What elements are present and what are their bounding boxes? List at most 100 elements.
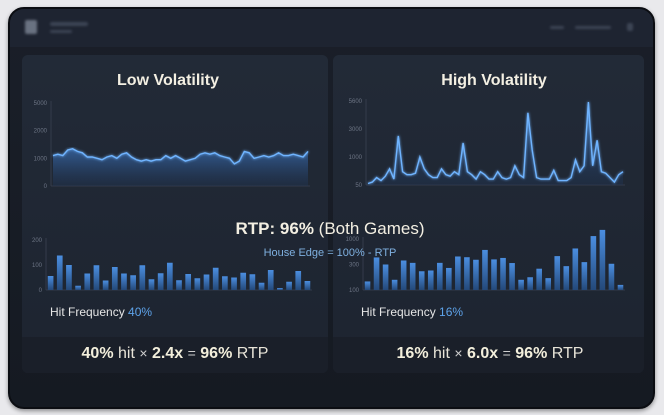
bar: [527, 277, 533, 290]
bar: [581, 262, 588, 290]
y-tick-label: 1000: [349, 155, 363, 161]
bar: [418, 271, 425, 290]
y-tick-label: 0: [44, 184, 48, 190]
bar: [304, 281, 311, 290]
y-tick-label: 1000: [346, 237, 360, 243]
bar: [231, 277, 237, 290]
y-tick-label: 3000: [349, 127, 363, 133]
formula-strip: [333, 337, 644, 373]
bar: [608, 263, 615, 290]
bar: [185, 274, 192, 290]
formula-times: ×: [139, 345, 148, 361]
bar: [545, 278, 552, 290]
bar: [554, 256, 561, 290]
high-volatility-panel: [333, 55, 644, 373]
bar: [130, 275, 136, 290]
y-tick-label: 0: [39, 288, 43, 294]
formula-hit: 40%: [81, 345, 114, 362]
y-tick-label: 300: [349, 263, 360, 269]
bar: [518, 279, 524, 290]
high-volatility-title: High Volatility: [441, 72, 547, 89]
formula-rtp-word: RTP: [236, 345, 269, 362]
app-title-placeholder: [50, 22, 88, 26]
low-volatility-title: Low Volatility: [117, 72, 219, 89]
bar: [509, 263, 515, 290]
bar: [473, 259, 479, 290]
hit-frequency-label: Hit Frequency: [50, 305, 125, 319]
formula-multiplier: 6.0: [467, 345, 490, 362]
formula-rtp: 96%: [200, 345, 233, 362]
formula-rtp-word: RTP: [551, 345, 584, 362]
bar: [47, 276, 54, 290]
bar: [66, 265, 72, 290]
bar: [176, 280, 182, 290]
formula-rtp: 96%: [515, 345, 548, 362]
y-tick-label: 100: [349, 288, 360, 294]
bar: [212, 267, 219, 290]
bar: [102, 280, 109, 290]
low-rtp-formula: 40% hit × 2.4x = 96% RTP: [82, 345, 269, 363]
bar: [295, 271, 302, 290]
low-hit-frequency: Hit Frequency 40%: [50, 305, 152, 319]
bar: [286, 281, 292, 290]
bar: [464, 257, 470, 290]
bar: [590, 236, 597, 290]
formula-multiplier: 2.4: [152, 345, 175, 362]
bar: [427, 270, 434, 290]
bar: [157, 273, 164, 290]
area-fill: [53, 148, 308, 186]
rtp-value: 96%: [279, 219, 314, 238]
bar: [364, 281, 371, 290]
nav-link-placeholder-2[interactable]: [575, 26, 611, 29]
formula-equals: =: [502, 345, 511, 361]
formula-x: x: [174, 345, 184, 362]
formula-equals: =: [187, 345, 196, 361]
nav-link-placeholder[interactable]: [550, 26, 564, 29]
bar: [121, 273, 127, 290]
area-fill: [368, 102, 623, 185]
rtp-note: (Both Games): [318, 219, 425, 238]
bar: [382, 264, 389, 290]
bar: [267, 270, 274, 290]
close-icon[interactable]: [627, 23, 633, 31]
bar: [93, 265, 100, 290]
bar: [203, 274, 210, 290]
y-tick-label: 200: [32, 238, 43, 244]
rtp-headline: RTP: 96% (Both Games): [236, 219, 425, 239]
bar: [222, 276, 228, 290]
low-volatility-panel: [22, 55, 328, 373]
rtp-label: RTP:: [235, 219, 276, 238]
bar: [258, 282, 265, 290]
bar: [572, 248, 579, 290]
formula-strip: [22, 337, 328, 373]
bar: [536, 268, 542, 290]
bar: [482, 249, 488, 290]
bar: [166, 262, 173, 290]
y-tick-label: 50: [355, 183, 362, 189]
house-edge-formula: House Edge = 100% - RTP: [263, 247, 397, 259]
bar: [617, 284, 624, 290]
bar: [148, 279, 155, 290]
bar: [373, 257, 380, 290]
bar: [446, 267, 452, 290]
high-hit-frequency: Hit Frequency 16%: [361, 305, 463, 319]
bar: [455, 256, 461, 290]
hit-frequency-value: 16%: [439, 305, 464, 319]
bar: [277, 288, 283, 290]
top-bar: [10, 9, 653, 47]
y-tick-label: 2000: [34, 129, 48, 135]
bar: [249, 274, 256, 290]
series-line: [52, 147, 309, 165]
y-tick-label: 100: [32, 263, 43, 269]
bar: [391, 279, 398, 290]
app-logo-icon[interactable]: [25, 20, 37, 34]
formula-hit-word: hit: [118, 345, 135, 362]
formula-times: ×: [454, 345, 463, 361]
bar: [56, 255, 63, 290]
hit-frequency-label: Hit Frequency: [361, 305, 436, 319]
bar: [599, 229, 606, 290]
series-line: [367, 102, 624, 185]
bar: [400, 260, 407, 290]
y-tick-label: 5000: [34, 101, 48, 107]
